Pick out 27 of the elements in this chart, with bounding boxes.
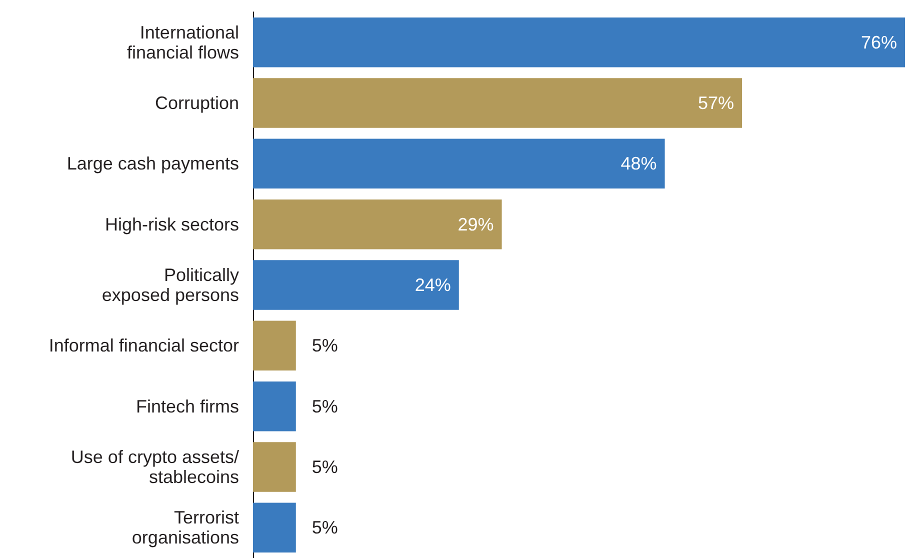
bar bbox=[253, 381, 296, 432]
data-label: 48% bbox=[620, 154, 657, 174]
bar bbox=[253, 260, 459, 310]
data-label: 29% bbox=[458, 214, 494, 234]
data-label: 5% bbox=[312, 396, 338, 416]
bar bbox=[253, 78, 742, 128]
bar bbox=[253, 502, 296, 553]
bar bbox=[253, 199, 502, 250]
bar bbox=[253, 17, 905, 68]
data-label: 76% bbox=[860, 32, 897, 52]
bar bbox=[253, 138, 665, 189]
bar bbox=[253, 442, 296, 492]
data-label: 5% bbox=[312, 336, 338, 356]
y-tick-label: Politically exposed persons bbox=[102, 265, 239, 305]
y-tick-label: Corruption bbox=[154, 93, 239, 113]
y-tick-label: Informal financial sector bbox=[48, 336, 239, 356]
y-tick-label: Fintech firms bbox=[136, 396, 239, 416]
y-tick-label: High-risk sectors bbox=[104, 214, 239, 234]
data-label: 5% bbox=[312, 518, 338, 538]
data-label: 24% bbox=[414, 275, 451, 295]
bar bbox=[253, 320, 296, 371]
y-tick-label: International financial flows bbox=[126, 22, 239, 62]
y-tick-label: Terrorist organisations bbox=[132, 508, 239, 548]
y-tick-label: Large cash payments bbox=[66, 154, 239, 174]
y-tick-label: Use of crypto assets/ stablecoins bbox=[70, 447, 239, 487]
data-label: 57% bbox=[698, 93, 734, 113]
data-label: 5% bbox=[312, 457, 338, 477]
